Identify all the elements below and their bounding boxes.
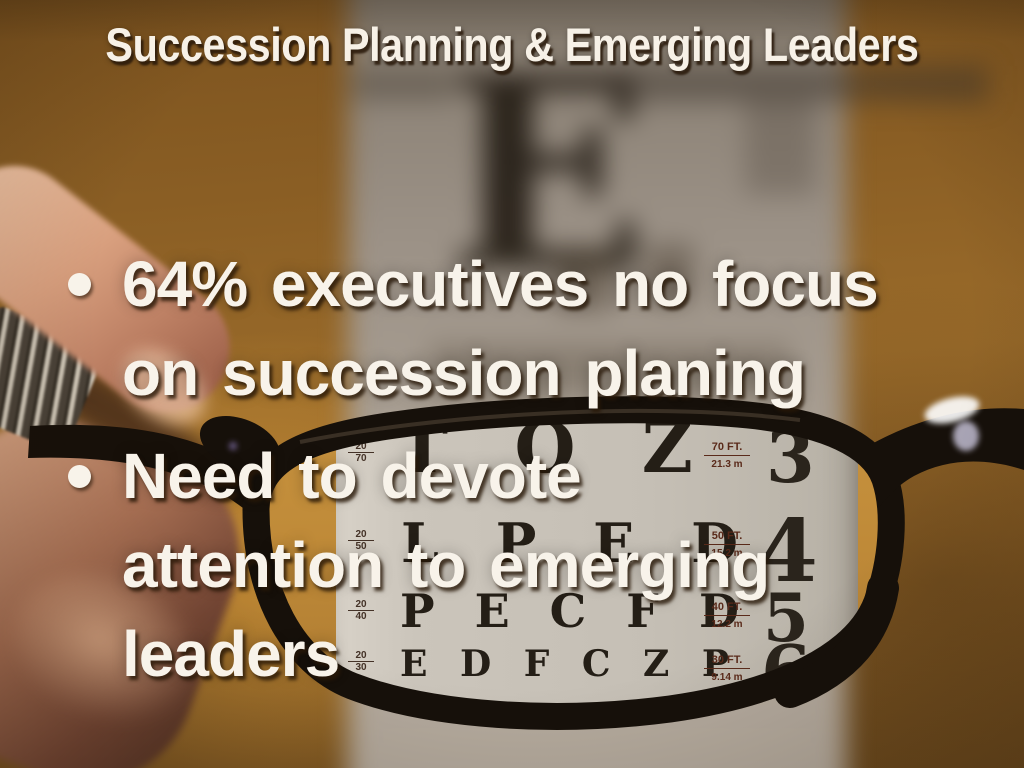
blurred-chart-smudge [745, 95, 815, 195]
bullet-line: attention to emerging [122, 529, 770, 601]
glasses-right-temple [868, 408, 1024, 506]
slide-title-text: Succession Planning & Emerging Leaders [105, 18, 919, 71]
blurred-chart-smudge [646, 244, 694, 302]
eye-chart-row: E D F C Z P [400, 643, 739, 685]
acuity-fraction: 20 40 [348, 599, 374, 622]
bullet-item: 64% executives no focus on succession pl… [68, 240, 962, 418]
acuity-fraction: 20 70 [348, 441, 374, 464]
distance-meters: 21.3 m [711, 459, 743, 470]
row-numeral: 4 [758, 501, 818, 602]
bullet-dot [68, 465, 91, 488]
acuity-numerator: 20 [355, 529, 367, 540]
acuity-fraction: 20 30 [348, 650, 374, 673]
distance-feet: 40 FT. [704, 601, 750, 616]
glasses-rim-bottom-right [774, 572, 899, 708]
distance-label: 50 FT. 15.2 m [704, 530, 750, 560]
distance-feet: 30 FT. [704, 654, 750, 669]
blurred-chart-smudge [430, 345, 790, 395]
distance-meters: 12.2 m [711, 619, 743, 630]
distance-label: 70 FT. 21.3 m [704, 441, 750, 471]
blurred-chart-smudge [618, 66, 988, 102]
blurred-chart-smudge [556, 248, 612, 310]
acuity-numerator: 20 [355, 599, 367, 610]
glasses-left-temple [28, 424, 254, 512]
bullet-line: leaders [122, 618, 340, 690]
temple-glint [924, 396, 980, 424]
eye-chart-row: L P E D [401, 511, 757, 575]
acuity-denominator: 50 [348, 540, 374, 552]
distance-label: 30 FT. 9.14 m [704, 654, 750, 684]
bullet-line: on succession planing [122, 337, 806, 409]
glasses-hinge [199, 415, 281, 473]
bullet-line: 64% executives no focus [122, 248, 879, 320]
bullet-line: Need to devote [122, 440, 582, 512]
acuity-denominator: 30 [348, 661, 374, 673]
temple-glint [953, 421, 979, 451]
bullet-dot [68, 273, 91, 296]
distance-feet: 50 FT. [704, 530, 750, 545]
distance-feet: 70 FT. [704, 441, 750, 456]
acuity-numerator: 20 [355, 650, 367, 661]
rim-top-highlight [299, 409, 801, 444]
acuity-numerator: 20 [355, 441, 367, 452]
blurred-chart-letter: E [446, 19, 648, 330]
row-numeral: 5 [763, 579, 809, 657]
acuity-fraction: 20 50 [348, 529, 374, 552]
acuity-denominator: 40 [348, 610, 374, 622]
acuity-denominator: 70 [348, 452, 374, 464]
distance-meters: 9.14 m [711, 672, 743, 683]
distance-meters: 15.2 m [711, 548, 743, 559]
bullet-list: 64% executives no focus on succession pl… [68, 240, 962, 699]
distance-label: 40 FT. 12.2 m [704, 601, 750, 631]
hinge-glint [229, 442, 237, 450]
bullet-item: Need to devote attention to emerging lea… [68, 432, 962, 699]
slide-title: Succession Planning & Emerging Leaders [0, 16, 1024, 74]
blurred-chart-smudge [352, 70, 452, 100]
eye-chart-row: P E C F D [400, 584, 751, 638]
